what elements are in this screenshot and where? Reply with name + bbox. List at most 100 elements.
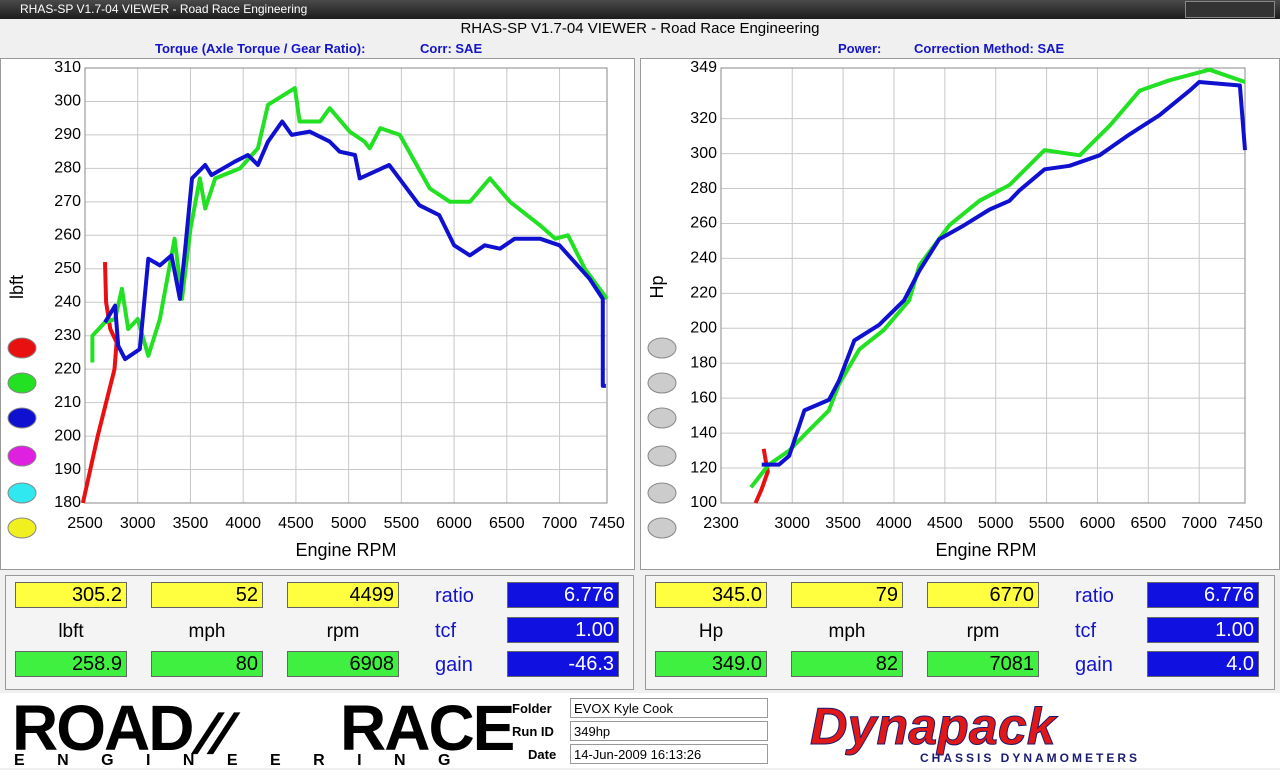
x-tick-label: 6000 bbox=[436, 515, 472, 532]
readout-side-value: 1.00 bbox=[507, 617, 619, 643]
readout-side-label: tcf bbox=[1075, 620, 1097, 642]
series-line bbox=[90, 86, 609, 363]
y-tick-label: 180 bbox=[54, 494, 81, 511]
footer: ROAD // RACE E N G I N E E R I N G Folde… bbox=[0, 692, 1280, 769]
readout-side-value: -46.3 bbox=[507, 651, 619, 677]
y-tick-label: 300 bbox=[690, 145, 717, 162]
left-readout: 305.2 52 4499 lbft mph rpm 258.9 80 6908 ratio 6.7… bbox=[5, 575, 634, 690]
x-tick-label: 5000 bbox=[331, 515, 367, 532]
x-tick-label: 6000 bbox=[1080, 515, 1116, 532]
field-label: Folder bbox=[512, 701, 552, 716]
y-tick-label: 180 bbox=[690, 354, 717, 371]
readout-side-label: gain bbox=[1075, 654, 1113, 676]
y-tick-label: 310 bbox=[54, 59, 81, 76]
series-line bbox=[103, 119, 606, 388]
readout-unit: mph bbox=[188, 621, 226, 642]
plot-frame bbox=[84, 67, 608, 504]
window-titlebar: RHAS-SP V1.7-04 VIEWER - Road Race Engin… bbox=[0, 0, 1280, 19]
series-line bbox=[749, 67, 1246, 489]
logo-dynapack: Dynapack bbox=[810, 698, 1057, 757]
y-tick-label: 220 bbox=[690, 285, 717, 302]
y-tick-label: 250 bbox=[54, 260, 81, 277]
left-header: Torque (Axle Torque / Gear Ratio): bbox=[155, 41, 366, 56]
x-tick-label: 3500 bbox=[173, 515, 209, 532]
y-tick-label: 290 bbox=[54, 126, 81, 143]
y-axis-label: lbft bbox=[7, 275, 27, 299]
readout-top: 345.0 bbox=[655, 582, 767, 608]
series-line bbox=[80, 262, 119, 504]
x-tick-label: 7450 bbox=[1227, 515, 1263, 532]
x-tick-label: 4500 bbox=[927, 515, 963, 532]
plot-frame bbox=[720, 67, 1246, 504]
readout-side-value: 6.776 bbox=[1147, 582, 1259, 608]
x-tick-label: 4000 bbox=[876, 515, 912, 532]
series-line bbox=[761, 80, 1247, 467]
logo-race: RACE bbox=[340, 692, 515, 764]
window-buttons[interactable] bbox=[1185, 1, 1275, 18]
y-tick-label: 320 bbox=[690, 110, 717, 127]
x-tick-label: 3000 bbox=[120, 515, 156, 532]
right-header: Power: bbox=[838, 41, 882, 56]
readout-top: 4499 bbox=[287, 582, 399, 608]
field-value: 14-Jun-2009 16:13:26 bbox=[570, 744, 768, 764]
y-tick-label: 270 bbox=[54, 193, 81, 210]
x-axis-label: Engine RPM bbox=[295, 540, 396, 560]
readout-side-label: ratio bbox=[435, 585, 474, 607]
x-axis-label: Engine RPM bbox=[935, 540, 1036, 560]
field-label: Run ID bbox=[512, 724, 554, 739]
y-tick-label: 220 bbox=[54, 360, 81, 377]
x-tick-label: 7450 bbox=[589, 515, 625, 532]
y-tick-label: 230 bbox=[54, 327, 81, 344]
x-tick-label: 6500 bbox=[489, 515, 525, 532]
readout-side-label: tcf bbox=[435, 620, 457, 642]
readout-bottom: 82 bbox=[791, 651, 903, 677]
x-tick-label: 7000 bbox=[542, 515, 578, 532]
readout-unit: lbft bbox=[58, 621, 84, 642]
left-corr: Corr: SAE bbox=[420, 41, 483, 56]
field-label: Date bbox=[528, 747, 557, 762]
y-tick-label: 240 bbox=[54, 293, 81, 310]
y-tick-label: 349 bbox=[690, 59, 717, 76]
readout-unit: rpm bbox=[966, 621, 1000, 642]
x-tick-label: 2500 bbox=[67, 515, 103, 532]
y-tick-label: 210 bbox=[54, 394, 81, 411]
right-readout: 345.0 79 6770 Hp mph rpm 349.0 82 7081 ratio 6.776… bbox=[645, 575, 1275, 690]
y-tick-label: 240 bbox=[690, 250, 717, 267]
readout-bottom: 7081 bbox=[927, 651, 1039, 677]
y-tick-label: 280 bbox=[54, 160, 81, 177]
logo-road: ROAD bbox=[12, 692, 194, 764]
right-corr: Correction Method: SAE bbox=[914, 41, 1065, 56]
readout-side-label: gain bbox=[435, 654, 473, 676]
readout-side-value: 6.776 bbox=[507, 582, 619, 608]
y-tick-label: 100 bbox=[690, 494, 717, 511]
torque-panel bbox=[0, 58, 635, 570]
readout-top: 52 bbox=[151, 582, 263, 608]
y-tick-label: 160 bbox=[690, 389, 717, 406]
x-tick-label: 3000 bbox=[774, 515, 810, 532]
y-tick-label: 190 bbox=[54, 461, 81, 478]
readout-side-value: 4.0 bbox=[1147, 651, 1259, 677]
readout-unit: Hp bbox=[698, 621, 724, 642]
readout-unit: mph bbox=[828, 621, 866, 642]
y-tick-label: 260 bbox=[54, 227, 81, 244]
readout-side-label: ratio bbox=[1075, 585, 1114, 607]
field-value: EVOX Kyle Cook bbox=[570, 698, 768, 718]
readout-top: 305.2 bbox=[15, 582, 127, 608]
x-tick-label: 5500 bbox=[1029, 515, 1065, 532]
readout-bottom: 258.9 bbox=[15, 651, 127, 677]
y-tick-label: 120 bbox=[690, 459, 717, 476]
readout-unit: rpm bbox=[326, 621, 360, 642]
x-tick-label: 5000 bbox=[978, 515, 1014, 532]
x-tick-label: 3500 bbox=[825, 515, 861, 532]
run-buttons[interactable] bbox=[7, 337, 677, 539]
series-line bbox=[753, 448, 770, 504]
x-tick-label: 5500 bbox=[384, 515, 420, 532]
charts: 180 190 200 210 220 230 240 250 260 270 280 290 300 3… bbox=[7, 59, 1263, 560]
header-title: RHAS-SP V1.7-04 VIEWER - Road Race Engin… bbox=[460, 20, 820, 37]
x-tick-label: 4000 bbox=[225, 515, 261, 532]
y-tick-label: 200 bbox=[54, 427, 81, 444]
readout-bottom: 80 bbox=[151, 651, 263, 677]
logo-dynapack-sub: CHASSIS DYNAMOMETERS bbox=[920, 751, 1141, 765]
x-tick-label: 6500 bbox=[1131, 515, 1167, 532]
